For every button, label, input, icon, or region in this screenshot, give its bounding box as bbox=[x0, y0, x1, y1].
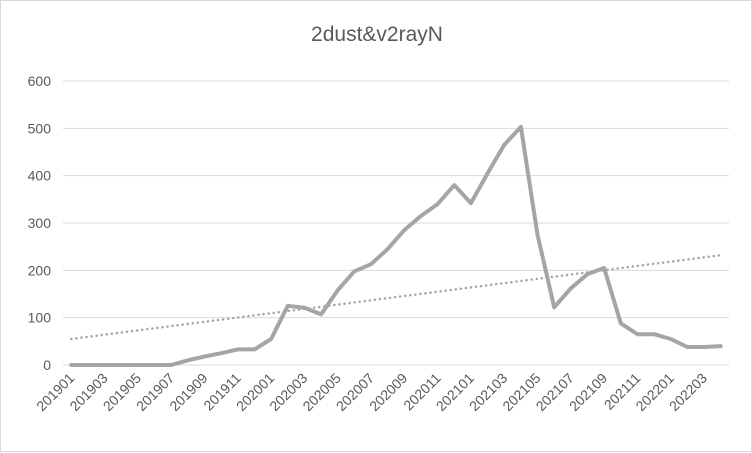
series-line bbox=[69, 124, 723, 367]
x-axis-tick-labels: 2019012019032019052019072019092019112020… bbox=[33, 370, 710, 414]
trendline bbox=[70, 253, 722, 341]
y-tick-label: 200 bbox=[28, 262, 52, 278]
chart-title: 2dust&v2rayN bbox=[311, 23, 443, 46]
y-tick-label: 400 bbox=[28, 168, 52, 184]
gridlines bbox=[63, 80, 729, 366]
x-tick-label: 201909 bbox=[166, 370, 210, 414]
x-tick-label: 202009 bbox=[366, 370, 410, 414]
y-tick-label: 100 bbox=[28, 310, 52, 326]
y-axis-tick-labels: 0 100 200 300 400 500 600 bbox=[28, 73, 52, 373]
y-tick-label: 300 bbox=[28, 215, 52, 231]
y-tick-label: 0 bbox=[43, 357, 51, 373]
x-tick-label: 202203 bbox=[666, 370, 710, 414]
y-tick-label: 500 bbox=[28, 120, 52, 136]
x-tick-label: 202109 bbox=[566, 370, 610, 414]
y-tick-label: 600 bbox=[28, 73, 52, 89]
series-group bbox=[69, 124, 723, 367]
trendline-group bbox=[70, 253, 722, 341]
